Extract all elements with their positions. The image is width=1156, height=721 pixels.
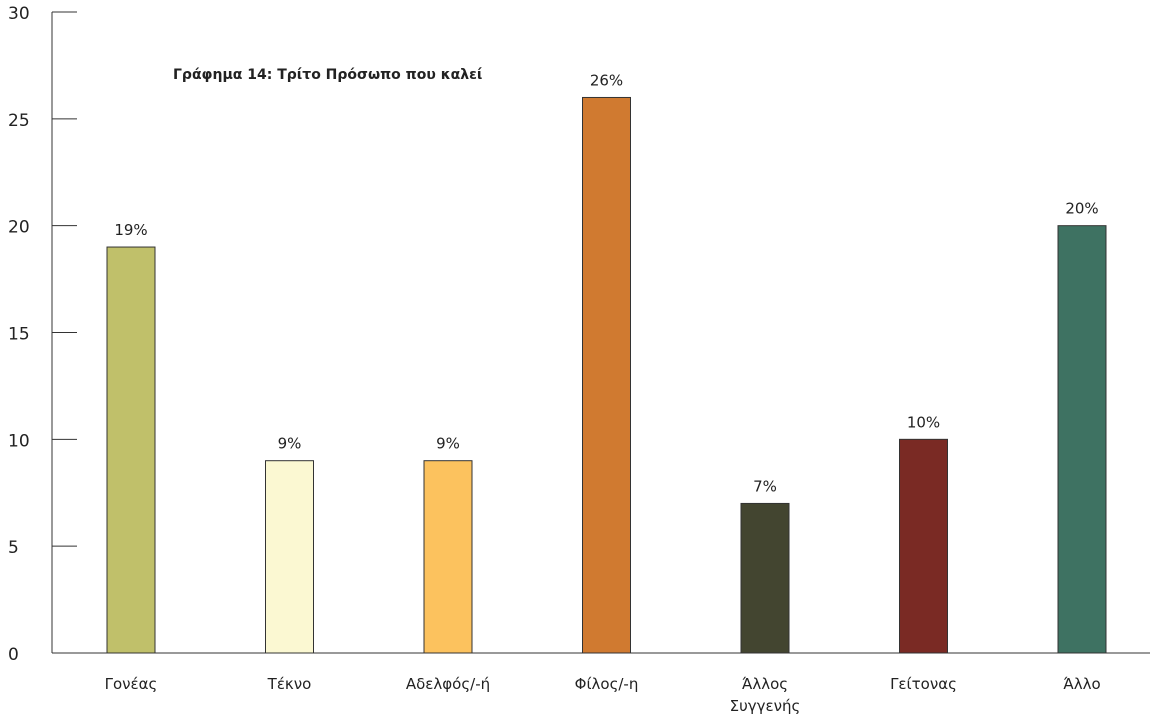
y-tick-label: 0 [8,645,19,665]
bar [582,96,631,654]
y-tick-label: 5 [8,538,19,558]
y-tick-label: 10 [8,431,30,451]
data-label: 10% [907,413,940,431]
bar [1057,225,1107,654]
x-category-label-line: Συγγενής [730,697,801,715]
x-axis-labels: Γονέας Τέκνο Αδελφός/-ή Φίλος/-η Άλλος Συγγεν… [105,675,1101,715]
y-tick-label: 30 [8,4,30,24]
bars: 19% 9% 9% 26% 7% 10% 20% [106,71,1107,654]
x-category-label-line: Άλλος [742,675,788,693]
data-label: 9% [278,435,302,453]
data-label: 20% [1065,200,1098,218]
y-axis: 0 5 10 15 20 25 30 [8,4,1150,665]
data-label: 19% [114,221,147,239]
x-category-label: Άλλος Συγγενής [730,675,801,715]
y-tick-label: 20 [8,218,30,238]
chart-title: Γράφημα 14: Τρίτο Πρόσωπο που καλεί [173,67,482,83]
x-category-label-line: Άλλο [1063,675,1100,693]
data-label: 7% [753,477,777,495]
x-category-label-line: Αδελφός/-ή [406,675,490,693]
x-category-label-line: Τέκνο [267,675,312,693]
x-category-label: Γείτονας [890,675,957,693]
x-category-label-line: Γονέας [105,675,158,693]
bar [106,246,156,654]
x-category-label: Αδελφός/-ή [406,675,490,693]
y-tick-label: 25 [8,111,30,131]
data-label: 26% [590,71,623,89]
x-category-label-line: Φίλος/-η [575,675,639,693]
x-category-label: Γονέας [105,675,158,693]
bar [423,460,473,654]
y-tick-label: 15 [8,325,30,345]
x-category-label: Άλλο [1063,675,1100,693]
bar [899,438,948,654]
bar [740,502,790,654]
x-category-label: Τέκνο [267,675,312,693]
bar [265,460,314,654]
data-label: 9% [436,435,460,453]
x-category-label-line: Γείτονας [890,675,957,693]
x-category-label: Φίλος/-η [575,675,639,693]
